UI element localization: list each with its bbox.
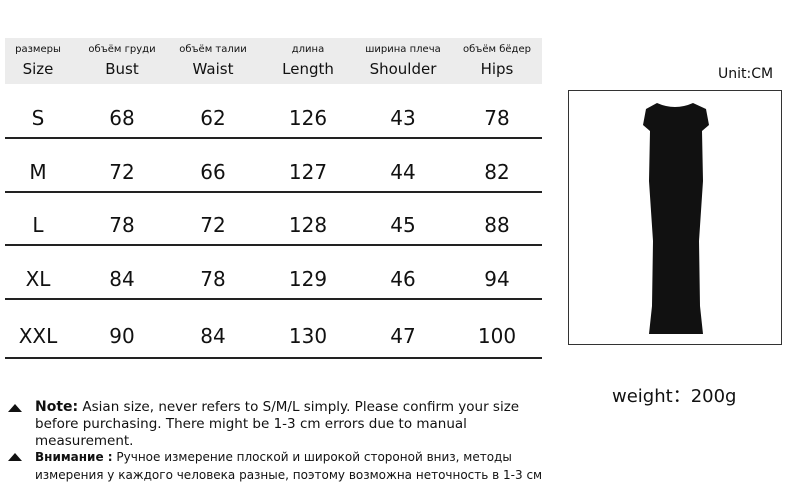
table-cell: 128 [288, 213, 328, 237]
table-cell: 88 [484, 213, 510, 237]
table-cell: 78 [200, 266, 226, 291]
unit-label: Unit:CM [718, 66, 774, 82]
product-image [568, 90, 782, 345]
column-header-en: Shoulder [369, 60, 437, 78]
table-cell: 44 [390, 159, 416, 184]
column-header-ru: размеры [15, 44, 61, 55]
table-cell: 62 [200, 106, 226, 130]
black-dress-image [643, 103, 709, 334]
column-header: объём бёдер Hips [447, 38, 547, 78]
column-header: длина Length [258, 38, 358, 78]
table-cell: 66 [200, 159, 226, 184]
table-cell: 78 [109, 213, 135, 237]
table-cell: 47 [390, 324, 416, 348]
table-cell: 72 [109, 159, 135, 184]
column-header: объём груди Bust [72, 38, 172, 78]
note-label: Note: [35, 399, 79, 415]
column-header-ru: объём груди [88, 44, 156, 55]
table-cell: 127 [288, 159, 328, 184]
table-cell: 84 [109, 266, 135, 291]
table-row: S 68 62 126 43 78 [5, 84, 542, 139]
note-text: Asian size, never refers to S/M/L simply… [35, 399, 520, 449]
table-cell: L [32, 213, 44, 237]
column-header-en: Size [22, 60, 54, 78]
table-cell: S [31, 106, 45, 130]
table-cell: XXL [18, 324, 58, 348]
column-header-ru: ширина плеча [365, 44, 441, 55]
table-cell: 90 [109, 324, 135, 348]
table-cell: 129 [288, 266, 328, 291]
table-row: XXL 90 84 130 47 100 [5, 302, 542, 359]
note-ru-label: Внимание : [35, 450, 113, 464]
column-header-ru: объём талии [179, 44, 247, 55]
table-cell: 78 [484, 106, 510, 130]
column-header-en: Bust [105, 60, 139, 78]
table-cell: 100 [477, 324, 517, 348]
note-russian: Внимание : Ручное измерение плоской и ши… [35, 448, 545, 484]
note-ru-text: Ручное измерение плоской и широкой сторо… [35, 450, 543, 482]
table-cell: 130 [288, 324, 328, 348]
column-header-en: Length [282, 60, 334, 78]
triangle-bullet-icon [8, 453, 22, 461]
table-cell: 126 [288, 106, 328, 130]
column-header: ширина плеча Shoulder [353, 38, 453, 78]
triangle-bullet-icon [8, 404, 22, 412]
table-cell: XL [25, 266, 51, 291]
table-cell: 72 [200, 213, 226, 237]
column-header-en: Hips [480, 60, 514, 78]
table-cell: 68 [109, 106, 135, 130]
weight-label: weight：200g [612, 386, 737, 407]
column-header-en: Waist [192, 60, 234, 78]
table-cell: M [29, 159, 47, 184]
table-row: L 78 72 128 45 88 [5, 191, 542, 246]
column-header: размеры Size [0, 38, 88, 78]
column-header-ru: объём бёдер [463, 44, 531, 55]
table-row: XL 84 78 129 46 94 [5, 245, 542, 300]
table-cell: 94 [484, 266, 510, 291]
column-header-ru: длина [291, 44, 325, 55]
table-row: M 72 66 127 44 82 [5, 138, 542, 193]
table-cell: 45 [390, 213, 416, 237]
note-english: Note: Asian size, never refers to S/M/L … [35, 399, 545, 450]
table-cell: 43 [390, 106, 416, 130]
column-header: объём талии Waist [163, 38, 263, 78]
table-cell: 46 [390, 266, 416, 291]
table-cell: 84 [200, 324, 226, 348]
table-header: размеры Size объём груди Bust объём талии Wai… [5, 38, 542, 84]
table-cell: 82 [484, 159, 510, 184]
